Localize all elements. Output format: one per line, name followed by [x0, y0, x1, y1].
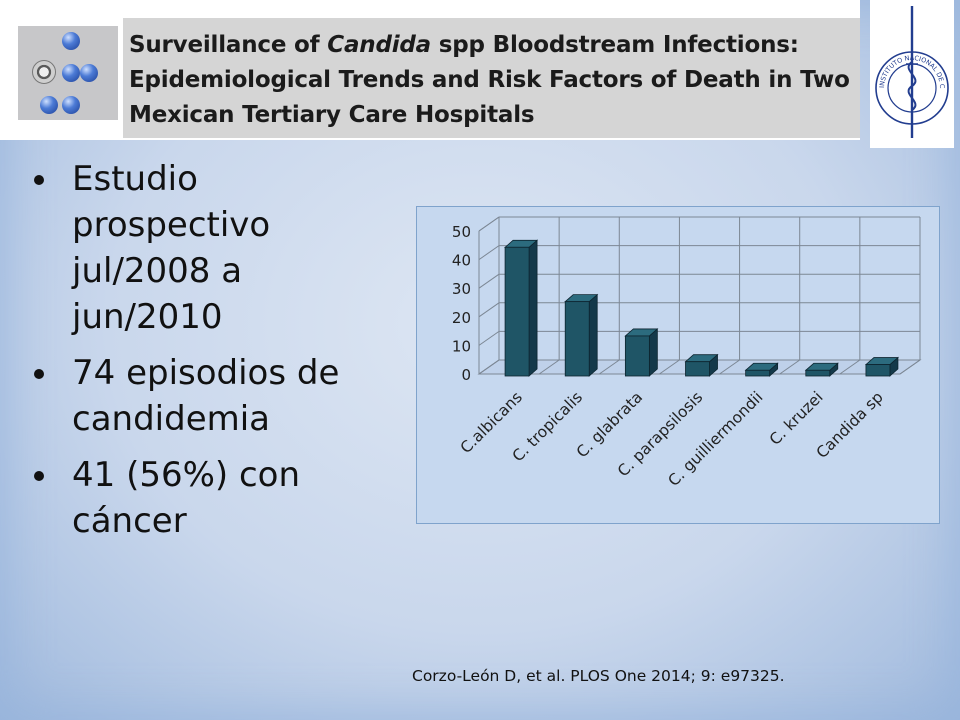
bullet-item: Estudio prospectivo jul/2008 a jun/2010 — [32, 156, 362, 340]
chart-divider — [478, 359, 500, 375]
chart-divider — [598, 359, 620, 375]
journal-logo — [18, 26, 118, 120]
logo-dot-icon — [62, 32, 80, 50]
chart-divider — [659, 359, 680, 375]
citation: Corzo-León D, et al. PLOS One 2014; 9: e… — [412, 667, 785, 685]
chart-gridline — [478, 273, 500, 289]
chart-divider — [719, 359, 740, 375]
bar-side — [528, 239, 538, 377]
bar — [805, 369, 831, 377]
bar — [745, 369, 771, 377]
chart-divider — [538, 359, 560, 375]
species-bar-chart: 0 10 20 30 40 50 C.albicans C. tropicalis C. gla… — [416, 206, 940, 524]
bullet-icon — [34, 175, 44, 185]
chart-gridline — [478, 245, 500, 261]
logo-dot-icon — [62, 96, 80, 114]
bullet-icon — [34, 471, 44, 481]
bar — [865, 364, 891, 377]
bar — [564, 301, 590, 377]
y-tick-label: 40 — [452, 252, 471, 270]
chart-gridline — [478, 302, 500, 318]
chart-gridline — [478, 330, 500, 346]
header-banner: Surveillance of Candida spp Bloodstream … — [0, 0, 860, 140]
title-line-2: Epidemiological Trends and Risk Factors … — [129, 67, 850, 93]
title-line-1: Surveillance of Candida spp Bloodstream … — [129, 32, 799, 58]
bar — [685, 361, 710, 377]
logo-dot-icon — [80, 64, 98, 82]
chart-axis — [478, 216, 500, 232]
chart-divider — [899, 359, 921, 375]
y-tick-label: 20 — [452, 309, 471, 327]
x-tick-label: C. kruzei — [766, 388, 827, 449]
chart-divider — [779, 359, 801, 375]
bar-side — [588, 293, 598, 377]
y-tick-label: 50 — [452, 223, 471, 241]
bullet-icon — [34, 369, 44, 379]
institute-seal: INSTITUTO NACIONAL DE CANCEROLOGIA Méxic… — [867, 0, 954, 148]
logo-dot-icon — [62, 64, 80, 82]
chart-back-wall — [499, 217, 920, 360]
chart-divider — [839, 359, 861, 375]
title-line-3: Mexican Tertiary Care Hospitals — [129, 102, 535, 128]
bar-side — [648, 328, 658, 377]
seal-icon: INSTITUTO NACIONAL DE CANCEROLOGIA Méxic… — [867, 0, 949, 138]
y-tick-label: 10 — [452, 337, 471, 355]
emblem-icon — [32, 60, 56, 84]
bullet-item: 74 episodios de candidemia — [32, 350, 362, 442]
paper-title: Surveillance of Candida spp Bloodstream … — [123, 18, 860, 138]
bar — [504, 246, 530, 377]
y-tick-label: 30 — [452, 280, 471, 298]
y-tick-label: 0 — [461, 366, 471, 384]
bullet-list: Estudio prospectivo jul/2008 a jun/2010 … — [32, 156, 362, 554]
bullet-item: 41 (56%) con cáncer — [32, 452, 362, 544]
seal-text: INSTITUTO NACIONAL DE CANCEROLOGIA Méxic… — [870, 0, 946, 89]
logo-dot-icon — [40, 96, 58, 114]
bar — [624, 335, 650, 377]
